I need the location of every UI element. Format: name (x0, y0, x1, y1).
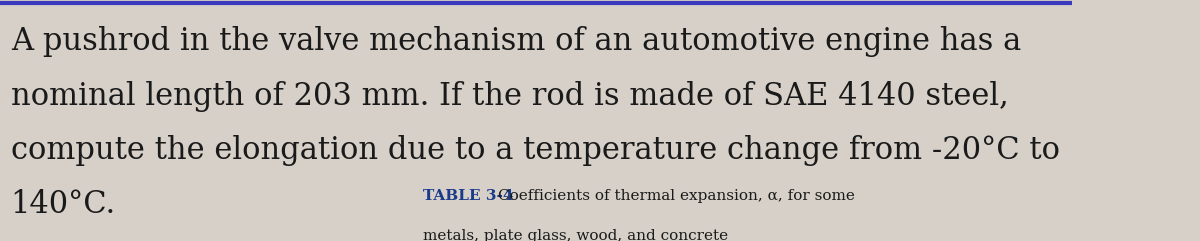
Text: nominal length of 203 mm. If the rod is made of SAE 4140 steel,: nominal length of 203 mm. If the rod is … (11, 80, 1008, 112)
Text: Coefficients of thermal expansion, α, for some: Coefficients of thermal expansion, α, fo… (498, 189, 856, 203)
Text: 140°C.: 140°C. (11, 189, 116, 221)
Text: TABLE 3-4: TABLE 3-4 (424, 189, 514, 203)
Text: compute the elongation due to a temperature change from -20°C to: compute the elongation due to a temperat… (11, 135, 1060, 166)
Text: metals, plate glass, wood, and concrete: metals, plate glass, wood, and concrete (424, 229, 728, 241)
Text: A pushrod in the valve mechanism of an automotive engine has a: A pushrod in the valve mechanism of an a… (11, 26, 1021, 57)
